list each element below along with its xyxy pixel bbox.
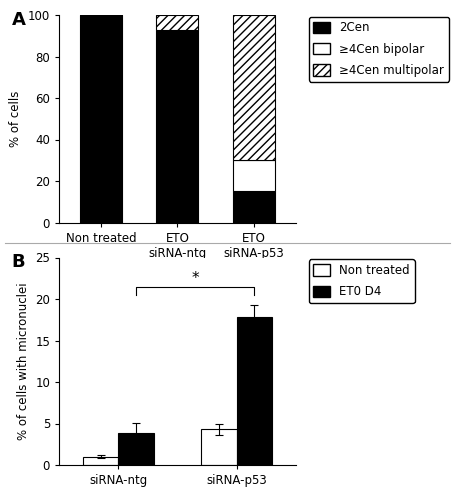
Bar [233, 192, 275, 222]
Bar [233, 160, 275, 192]
Text: B: B [12, 254, 25, 272]
Legend: Non treated, ET0 D4: Non treated, ET0 D4 [309, 260, 415, 303]
Bar [83, 456, 118, 465]
Text: *: * [192, 270, 199, 285]
Bar [233, 15, 275, 160]
Bar [80, 15, 122, 223]
Bar [157, 30, 198, 222]
Bar [157, 15, 198, 30]
Y-axis label: % of cells with micronuclei: % of cells with micronuclei [17, 282, 30, 440]
Bar [118, 434, 154, 465]
Legend: 2Cen, ≥4Cen bipolar, ≥4Cen multipolar: 2Cen, ≥4Cen bipolar, ≥4Cen multipolar [309, 17, 449, 82]
Bar [201, 430, 237, 465]
Bar [237, 318, 272, 465]
Y-axis label: % of cells: % of cells [9, 90, 22, 147]
Text: A: A [12, 11, 25, 29]
